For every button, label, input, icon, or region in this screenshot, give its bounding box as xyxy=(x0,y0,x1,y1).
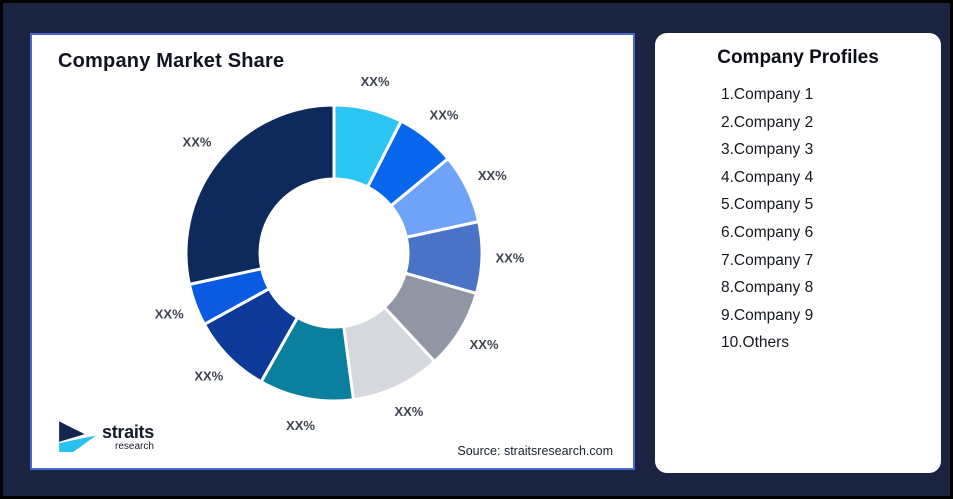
list-item: 2.Company 2 xyxy=(721,113,814,131)
donut-chart: XX% XX% XX% XX% XX% XX% XX% XX% XX% XX% xyxy=(155,74,525,433)
segment-label: XX% xyxy=(478,168,507,183)
company-profiles-panel: Company Profiles 1.Company 1 2.Company 2 3… xyxy=(655,33,941,473)
market-share-panel: Company Market Share XX% XX% XX% XX% XX% XX% X… xyxy=(30,33,635,470)
profiles-title: Company Profiles xyxy=(717,47,879,68)
segment-label: XX% xyxy=(194,369,223,384)
list-item: 3.Company 3 xyxy=(721,141,814,159)
segment-label: XX% xyxy=(470,337,499,352)
straits-research-logo: straits research xyxy=(54,418,154,458)
list-item: 4.Company 4 xyxy=(721,168,814,186)
segment-label: XX% xyxy=(286,418,315,433)
list-item: 6.Company 6 xyxy=(721,223,814,241)
logo-arrow-icon xyxy=(59,421,97,453)
segment-label: XX% xyxy=(495,251,524,266)
segment-label: XX% xyxy=(361,74,390,89)
list-item: 10.Others xyxy=(721,334,790,352)
logo-sub-brand: research xyxy=(115,441,154,452)
segment-label: XX% xyxy=(430,108,459,123)
chart-title: Company Market Share xyxy=(58,50,285,72)
source-note: Source: straitsresearch.com xyxy=(457,444,613,458)
list-item: 1.Company 1 xyxy=(721,86,814,103)
segment-label: XX% xyxy=(155,307,184,322)
company-list: 1.Company 1 2.Company 2 3.Company 3 4.Compa… xyxy=(655,81,941,357)
donut-segment xyxy=(184,103,336,286)
logo-brand: straits xyxy=(102,422,154,442)
list-item: 7.Company 7 xyxy=(721,251,814,269)
logo-text: straits research xyxy=(102,422,154,452)
segment-label: XX% xyxy=(394,404,423,419)
list-item: 9.Company 9 xyxy=(721,306,814,324)
list-item: 5.Company 5 xyxy=(721,196,814,214)
list-item: 8.Company 8 xyxy=(721,279,814,297)
segment-label: XX% xyxy=(183,135,212,150)
